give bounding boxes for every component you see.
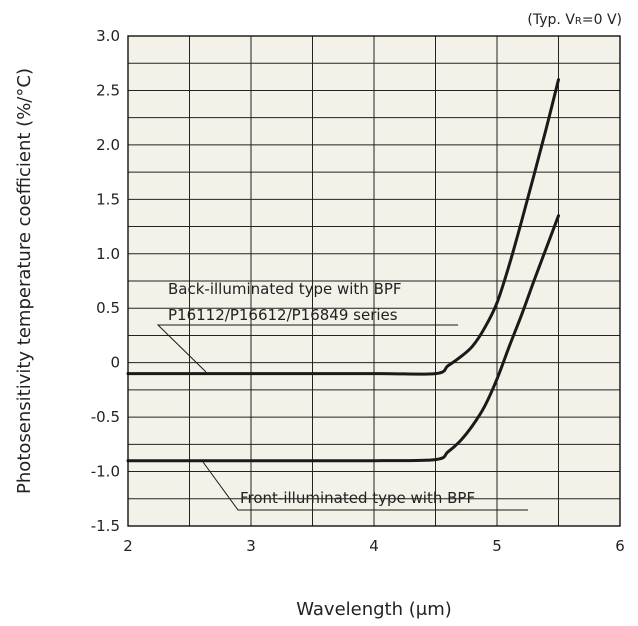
x-tick-label: 3	[246, 537, 256, 555]
x-tick-label: 6	[615, 537, 625, 555]
y-tick-label: 2.0	[96, 136, 120, 154]
y-tick-label: 1.5	[96, 190, 120, 208]
series-label-back-line1: Back-illuminated type with BPF	[168, 280, 402, 298]
series-line-front-illuminated	[126, 214, 560, 463]
y-axis-title: Photosensitivity temperature coefficient…	[14, 68, 35, 494]
series-leader-back	[156, 324, 458, 373]
y-tick-label: -0.5	[91, 408, 120, 426]
x-tick-label: 4	[369, 537, 379, 555]
series-label-back-line2: P16112/P16612/P16849 series	[168, 306, 398, 324]
x-axis-title: Wavelength (μm)	[296, 599, 452, 620]
y-tick-label: -1.0	[91, 463, 120, 481]
y-tick-label: 0	[110, 354, 120, 372]
series-leader-front	[202, 461, 528, 511]
y-tick-label: 0.5	[96, 299, 120, 317]
x-tick-label: 2	[123, 537, 133, 555]
condition-note: (Typ. VR=0 V)	[527, 12, 622, 28]
x-tick-label: 5	[492, 537, 502, 555]
y-tick-label: -1.5	[91, 517, 120, 535]
y-tick-label: 1.0	[96, 245, 120, 263]
y-tick-label: 3.0	[96, 27, 120, 45]
y-tick-label: 2.5	[96, 81, 120, 99]
series-label-front: Front-illuminated type with BPF	[240, 489, 475, 507]
series-line-back-illuminated	[126, 78, 560, 376]
plot-frame	[127, 35, 621, 527]
